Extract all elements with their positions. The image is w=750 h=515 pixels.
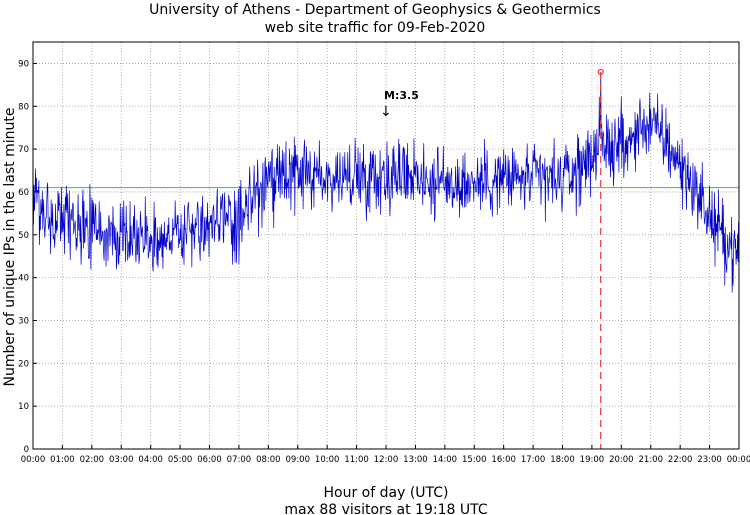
- x-tick-label: 06:00: [197, 455, 222, 465]
- x-tick-label: 01:00: [50, 455, 75, 465]
- x-tick-label: 22:00: [668, 455, 693, 465]
- chart-title: University of Athens - Department of Geo…: [149, 2, 601, 18]
- y-tick-label: 10: [18, 402, 29, 412]
- x-tick-label: 08:00: [256, 455, 281, 465]
- x-tick-label: 07:00: [227, 455, 252, 465]
- y-tick-label: 0: [24, 445, 29, 455]
- annotation-label: M:3.5: [384, 89, 419, 102]
- y-tick-label: 90: [18, 59, 29, 69]
- x-tick-label: 13:00: [403, 455, 428, 465]
- y-tick-label: 80: [18, 102, 29, 112]
- x-tick-label: 19:00: [580, 455, 605, 465]
- x-tick-label: 21:00: [639, 455, 664, 465]
- y-tick-label: 50: [18, 231, 29, 241]
- x-tick-label: 20:00: [609, 455, 634, 465]
- x-tick-label: 18:00: [550, 455, 575, 465]
- x-tick-label: 03:00: [109, 455, 134, 465]
- x-tick-label: 14:00: [433, 455, 458, 465]
- grid: [32, 42, 740, 450]
- down-arrow-icon: ↓: [380, 104, 392, 120]
- x-axis-label: Hour of day (UTC): [324, 485, 449, 501]
- y-tick-label: 70: [18, 145, 29, 155]
- x-tick-label: 16:00: [491, 455, 516, 465]
- y-tick-label: 20: [18, 359, 29, 369]
- x-tick-label: 10:00: [315, 455, 340, 465]
- footer-max-text: max 88 visitors at 19:18 UTC: [284, 502, 487, 515]
- x-tick-label: 09:00: [286, 455, 311, 465]
- x-tick-label: 04:00: [138, 455, 163, 465]
- x-tick-label: 15:00: [462, 455, 487, 465]
- y-tick-label: 60: [18, 188, 29, 198]
- x-tick-label: 17:00: [521, 455, 546, 465]
- x-tick-label: 05:00: [168, 455, 193, 465]
- y-tick-label: 30: [18, 316, 29, 326]
- max-marker-point: [597, 68, 604, 76]
- x-tick-label: 00:00: [727, 455, 750, 465]
- y-axis-label: Number of unique IPs in the last minute: [2, 108, 18, 387]
- x-tick-label: 23:00: [697, 455, 722, 465]
- chart-subtitle: web site traffic for 09-Feb-2020: [265, 20, 486, 36]
- y-tick-label: 40: [18, 274, 29, 284]
- x-tick-label: 11:00: [344, 455, 369, 465]
- x-axis-ticks: 00:00 01:00 02:00 03:00 04:00 05:00 06:00 07:00…: [21, 445, 750, 465]
- y-axis-ticks: 0 10 20 30 40 50 60 70 80 90: [18, 59, 37, 455]
- series-group: [32, 71, 740, 293]
- x-tick-label: 00:00: [21, 455, 46, 465]
- series-line: [32, 71, 740, 293]
- x-tick-label: 02:00: [80, 455, 105, 465]
- max-marker-group: [597, 68, 604, 449]
- x-tick-label: 12:00: [374, 455, 399, 465]
